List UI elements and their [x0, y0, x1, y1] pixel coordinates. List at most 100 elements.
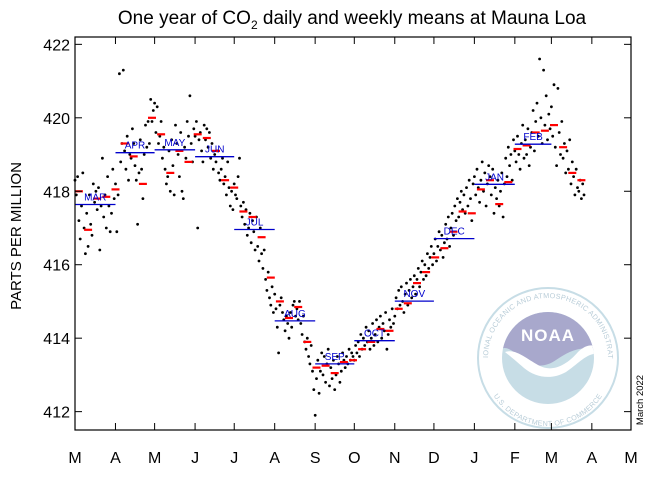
daily-mean-point — [466, 204, 470, 208]
daily-mean-point — [268, 296, 271, 300]
daily-mean-point — [407, 289, 411, 292]
daily-mean-point — [482, 189, 485, 193]
daily-mean-point — [553, 145, 557, 149]
daily-mean-point — [497, 204, 501, 208]
daily-mean-point — [572, 175, 575, 179]
weekly-means-layer — [74, 116, 586, 375]
daily-mean-point — [394, 296, 398, 300]
daily-mean-point — [569, 182, 573, 186]
y-tick-label: 418 — [43, 184, 70, 201]
daily-mean-point — [261, 267, 265, 270]
daily-mean-point — [570, 160, 574, 164]
daily-mean-point — [170, 138, 174, 142]
daily-mean-point — [432, 252, 436, 256]
daily-mean-point — [308, 362, 312, 366]
daily-mean-point — [358, 355, 361, 358]
daily-mean-point — [279, 296, 283, 300]
daily-mean-point — [205, 127, 209, 131]
daily-mean-point — [211, 167, 215, 171]
daily-mean-point — [151, 109, 155, 112]
daily-mean-point — [200, 149, 204, 153]
daily-mean-point — [516, 134, 519, 138]
x-tick-label: F — [510, 450, 520, 467]
daily-mean-point — [475, 167, 479, 171]
daily-mean-point — [551, 134, 555, 138]
daily-mean-point — [559, 153, 562, 156]
daily-mean-point — [236, 175, 240, 179]
daily-mean-point — [415, 278, 419, 281]
monthly-mean-label: DEC — [444, 227, 465, 238]
daily-mean-point — [256, 245, 260, 248]
y-tick-label: 422 — [43, 37, 70, 54]
daily-mean-point — [155, 105, 159, 109]
daily-mean-point — [154, 131, 158, 134]
daily-mean-point — [239, 204, 243, 208]
daily-mean-point — [266, 270, 270, 274]
daily-mean-point — [270, 285, 274, 289]
daily-mean-point — [292, 300, 296, 303]
daily-mean-point — [465, 186, 468, 190]
daily-mean-point — [450, 211, 454, 215]
daily-mean-point — [228, 204, 232, 208]
daily-mean-point — [381, 322, 385, 325]
daily-mean-point — [90, 233, 94, 237]
daily-mean-point — [512, 138, 515, 142]
chart-title-rest: daily and weekly means at Mauna Loa — [258, 8, 587, 29]
x-tick-label: S — [310, 450, 321, 467]
monthly-mean-label: APR — [125, 141, 146, 152]
daily-mean-point — [286, 322, 290, 325]
daily-mean-point — [388, 318, 391, 322]
daily-mean-point — [431, 263, 434, 267]
daily-mean-point — [214, 160, 218, 164]
daily-mean-point — [443, 241, 446, 245]
daily-mean-point — [159, 120, 163, 123]
daily-mean-point — [311, 369, 314, 373]
daily-mean-point — [209, 156, 213, 160]
daily-mean-point — [275, 325, 279, 329]
y-tick-label: 414 — [43, 331, 70, 348]
daily-mean-point — [547, 112, 551, 116]
daily-mean-point — [535, 101, 539, 105]
monthly-mean-label: FEB — [523, 132, 543, 143]
daily-mean-point — [225, 193, 228, 197]
daily-mean-point — [101, 156, 104, 160]
y-tick-label: 416 — [43, 258, 70, 275]
daily-mean-point — [543, 123, 547, 127]
daily-mean-point — [362, 336, 365, 340]
daily-mean-point — [307, 355, 310, 358]
daily-mean-point — [319, 369, 322, 373]
daily-mean-point — [253, 248, 257, 252]
daily-mean-point — [302, 314, 305, 318]
daily-mean-point — [142, 153, 146, 156]
daily-mean-point — [119, 160, 123, 164]
daily-mean-point — [386, 333, 390, 336]
daily-mean-point — [238, 156, 241, 160]
daily-mean-point — [77, 219, 81, 223]
x-tick-label: J — [470, 450, 478, 467]
daily-mean-point — [446, 215, 450, 219]
daily-mean-point — [536, 134, 540, 138]
daily-mean-point — [248, 211, 252, 215]
chart-title: One year of CO2 daily and weekly means a… — [118, 8, 587, 32]
daily-mean-point — [76, 175, 79, 179]
daily-mean-point — [196, 226, 200, 230]
daily-mean-point — [197, 138, 201, 142]
daily-mean-point — [369, 336, 373, 340]
daily-mean-point — [316, 358, 320, 362]
daily-mean-point — [399, 285, 403, 289]
daily-mean-point — [163, 167, 167, 171]
daily-mean-point — [274, 307, 278, 311]
daily-mean-point — [161, 156, 164, 160]
daily-mean-point — [102, 215, 106, 219]
daily-mean-point — [221, 156, 224, 160]
daily-mean-point — [208, 131, 211, 134]
daily-mean-point — [342, 358, 346, 362]
daily-mean-point — [115, 230, 119, 234]
daily-mean-point — [244, 208, 248, 212]
daily-mean-point — [411, 285, 415, 289]
daily-mean-point — [165, 182, 168, 186]
daily-mean-point — [181, 197, 185, 201]
daily-mean-point — [251, 219, 254, 223]
monthly-mean-label: OCT — [364, 329, 385, 340]
